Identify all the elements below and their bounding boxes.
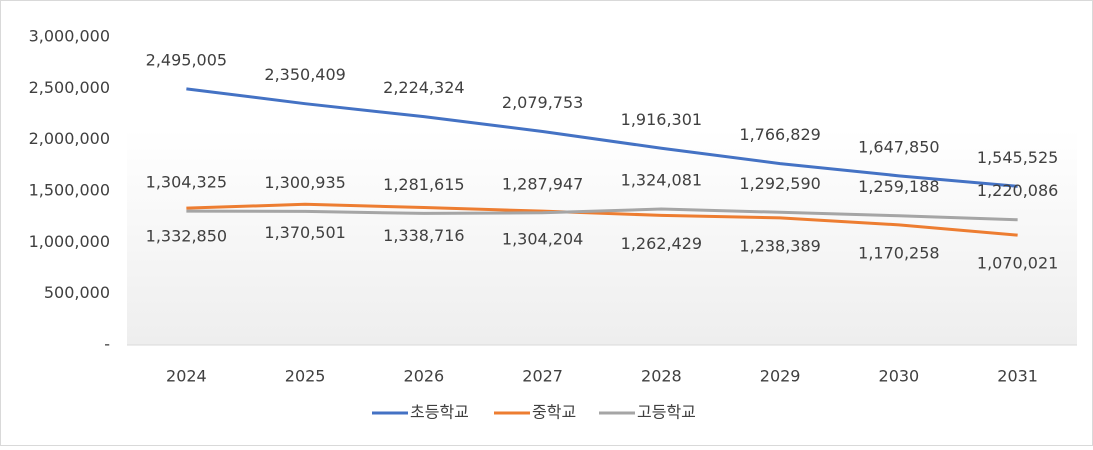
x-tick-label: 2029	[760, 367, 801, 386]
legend-label: 초등학교	[410, 403, 469, 422]
data-label: 1,238,389	[739, 236, 820, 255]
data-label: 1,262,429	[621, 234, 702, 253]
x-tick-label: 2025	[285, 367, 326, 386]
x-tick-label: 2031	[997, 367, 1038, 386]
y-tick-label: 2,000,000	[29, 129, 110, 148]
data-label: 2,224,324	[383, 78, 464, 97]
y-tick-label: 1,500,000	[29, 181, 110, 200]
data-label: 1,070,021	[977, 254, 1058, 273]
x-tick-label: 2024	[166, 367, 207, 386]
data-label: 1,766,829	[739, 125, 820, 144]
data-label: 1,287,947	[502, 174, 583, 193]
data-label: 2,079,753	[502, 93, 583, 112]
y-tick-label: 1,000,000	[29, 232, 110, 251]
y-tick-label: 500,000	[44, 283, 110, 302]
data-label: 1,370,501	[264, 223, 345, 242]
data-label: 1,916,301	[621, 110, 702, 129]
data-label: 1,220,086	[977, 181, 1058, 200]
y-tick-label: 2,500,000	[29, 78, 110, 97]
data-label: 1,338,716	[383, 226, 464, 245]
data-label: 1,304,325	[146, 173, 227, 192]
data-label: 1,304,204	[502, 230, 583, 249]
data-label: 1,300,935	[264, 173, 345, 192]
data-label: 1,170,258	[858, 243, 939, 262]
x-tick-label: 2027	[522, 367, 563, 386]
y-tick-label: -	[104, 335, 110, 354]
data-label: 1,647,850	[858, 137, 939, 156]
data-label: 2,350,409	[264, 65, 345, 84]
legend-label: 고등학교	[637, 403, 696, 422]
data-label: 2,495,005	[146, 50, 227, 69]
data-label: 1,292,590	[739, 174, 820, 193]
data-label: 1,324,081	[621, 171, 702, 190]
x-tick-label: 2030	[879, 367, 920, 386]
data-label: 1,281,615	[383, 175, 464, 194]
x-tick-label: 2026	[404, 367, 445, 386]
data-label: 1,545,525	[977, 148, 1058, 167]
series-line	[186, 207, 1018, 222]
series-line	[186, 87, 1018, 188]
plot-area	[127, 37, 1077, 345]
legend-label: 중학교	[532, 403, 576, 422]
y-tick-label: 3,000,000	[29, 27, 110, 46]
series-line	[186, 202, 1018, 237]
x-tick-label: 2028	[641, 367, 682, 386]
data-label: 1,332,850	[146, 227, 227, 246]
data-label: 1,259,188	[858, 177, 939, 196]
